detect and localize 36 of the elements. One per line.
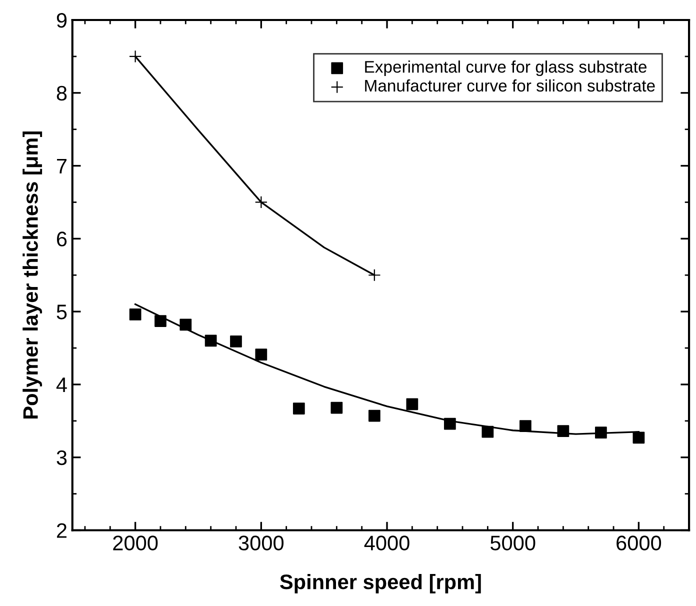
point — [595, 426, 607, 439]
point — [255, 348, 268, 361]
point — [406, 398, 418, 410]
point — [292, 402, 305, 414]
point — [204, 334, 217, 347]
y-tick-label: 6 — [56, 232, 67, 246]
point — [180, 318, 192, 331]
point — [482, 426, 494, 438]
x-tick-label: 4000 — [364, 536, 410, 550]
x-tick-label: 5000 — [490, 536, 536, 550]
y-tick-label: 2 — [56, 523, 66, 538]
point — [557, 425, 570, 438]
y-tick-label: 7 — [57, 159, 66, 174]
point — [368, 410, 380, 422]
point — [330, 402, 343, 414]
point — [128, 50, 142, 63]
point — [520, 420, 532, 432]
point — [632, 432, 645, 444]
point — [254, 196, 268, 209]
x-axis-title: Spinner speed [rpm] — [280, 574, 481, 594]
point — [154, 315, 166, 327]
y-tick-label: 5 — [56, 304, 67, 320]
y-tick-label: 9 — [56, 13, 67, 28]
legend-label: Experimental curve for glass substrate — [365, 60, 646, 76]
x-tick-label: 2000 — [113, 536, 158, 550]
y-tick-label: 3 — [56, 450, 67, 466]
y-tick-label: 4 — [56, 378, 67, 392]
y-axis-title: Polymer layer thickness [μm] — [22, 132, 42, 418]
x-tick-label: 6000 — [616, 536, 662, 550]
y-tick-label: 8 — [56, 86, 67, 101]
point — [230, 336, 242, 348]
legend-label: Manufacturer curve for silicon substrate — [365, 79, 655, 92]
point — [444, 418, 456, 430]
point — [368, 268, 381, 282]
x-tick-label: 3000 — [238, 536, 284, 550]
point — [129, 308, 142, 320]
